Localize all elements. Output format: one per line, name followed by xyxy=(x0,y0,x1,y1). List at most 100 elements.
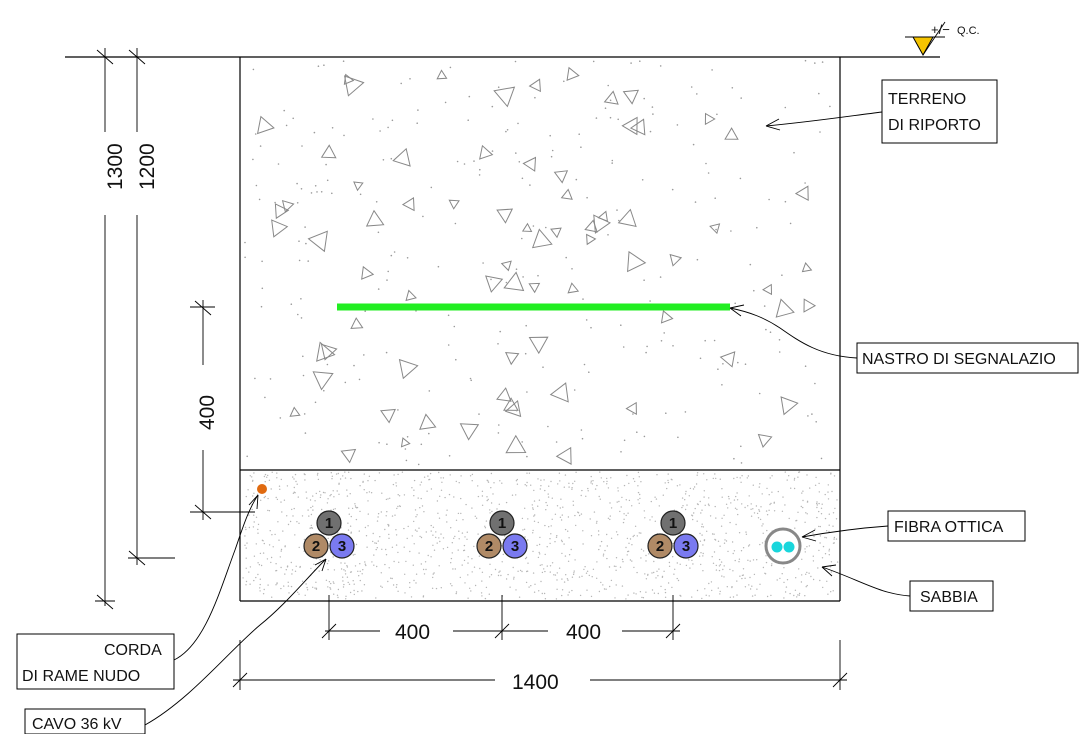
sand-grain xyxy=(800,505,802,508)
soil-grain xyxy=(814,62,816,64)
sand-grain xyxy=(779,577,781,580)
sand-grain xyxy=(727,495,730,498)
sand-grain xyxy=(521,570,523,573)
sand-grain xyxy=(801,558,803,560)
soil-grain xyxy=(498,424,500,426)
sand-grain xyxy=(765,555,767,557)
sand-grain xyxy=(364,526,367,529)
sand-grain xyxy=(255,576,257,579)
soil-aggregate xyxy=(419,413,437,430)
sand-grain xyxy=(292,476,294,478)
sand-grain xyxy=(798,568,800,570)
soil-grain xyxy=(323,389,325,392)
soil-grain xyxy=(678,258,681,261)
sand-grain xyxy=(253,472,255,474)
soil-aggregate xyxy=(724,127,739,140)
sand-grain xyxy=(286,515,288,517)
sand-grain xyxy=(344,471,346,473)
sand-grain xyxy=(833,475,836,477)
soil-grain xyxy=(616,209,618,211)
sand-grain xyxy=(636,535,638,537)
soil-grain xyxy=(323,64,325,66)
sand-grain xyxy=(581,575,583,577)
sand-grain xyxy=(540,479,542,481)
soil-grain xyxy=(375,201,378,203)
sand-grain xyxy=(352,580,354,582)
soil-grain xyxy=(358,378,361,381)
sand-grain xyxy=(270,561,272,564)
soil-aggregate xyxy=(479,144,494,160)
soil-grain xyxy=(525,324,527,327)
sand-grain xyxy=(387,580,389,583)
sand-grain xyxy=(503,535,506,537)
soil-grain xyxy=(821,61,824,63)
sand-grain xyxy=(786,579,789,581)
sand-grain xyxy=(747,505,749,507)
sand-grain xyxy=(771,563,773,565)
sand-grain xyxy=(343,569,345,571)
soil-aggregate xyxy=(320,144,337,159)
sand-grain xyxy=(431,587,434,589)
sand-grain xyxy=(664,482,666,484)
soil-grain xyxy=(573,389,576,391)
soil-grain xyxy=(314,185,317,187)
soil-grain xyxy=(643,435,646,438)
sand-grain xyxy=(460,512,462,515)
sand-grain xyxy=(347,522,349,524)
sand-grain xyxy=(693,512,695,514)
sand-grain xyxy=(543,479,545,481)
soil-grain xyxy=(704,339,706,342)
sand-grain xyxy=(802,506,804,509)
soil-grain xyxy=(307,260,310,262)
sand-grain xyxy=(269,530,271,532)
soil-grain xyxy=(482,262,484,264)
sand-grain xyxy=(766,487,768,490)
dimension-1300-label: 1300 xyxy=(104,143,127,190)
sand-grain xyxy=(415,573,418,575)
soil-grain xyxy=(563,80,565,83)
sand-grain xyxy=(701,534,703,536)
sand-grain xyxy=(578,514,581,517)
sand-grain xyxy=(333,593,335,595)
sand-grain xyxy=(481,580,483,582)
soil-aggregate xyxy=(436,69,448,80)
sand-grain xyxy=(794,527,796,529)
sand-grain xyxy=(391,515,394,517)
sand-grain xyxy=(827,498,830,500)
sand-grain xyxy=(590,475,592,478)
sand-grain xyxy=(637,485,639,487)
sand-grain xyxy=(572,500,574,502)
sand-grain xyxy=(306,586,308,589)
sand-grain xyxy=(344,477,347,479)
sand-grain xyxy=(784,504,786,506)
sand-grain xyxy=(524,536,526,538)
sand-grain xyxy=(626,474,628,477)
sand-grain xyxy=(271,534,273,536)
sand-grain xyxy=(819,579,821,582)
sand-grain xyxy=(413,495,415,497)
sand-grain xyxy=(488,593,490,595)
sand-grain xyxy=(714,505,716,508)
sand-grain xyxy=(734,559,736,562)
sand-grain xyxy=(761,493,763,495)
soil-grain xyxy=(521,237,523,240)
cable-phase-number: 2 xyxy=(656,538,664,555)
soil-grain xyxy=(479,168,481,171)
sand-grain xyxy=(747,475,750,477)
sand-grain xyxy=(709,515,712,517)
sand-grain xyxy=(800,581,803,583)
sand-grain xyxy=(358,530,360,532)
sand-grain xyxy=(715,517,717,519)
sand-grain xyxy=(346,489,348,491)
sand-grain xyxy=(818,549,820,552)
sand-grain xyxy=(418,552,420,554)
soil-grain xyxy=(769,331,772,334)
soil-grain xyxy=(578,133,580,135)
soil-grain xyxy=(406,257,409,259)
sand-grain xyxy=(332,508,335,511)
sand-grain xyxy=(700,512,702,514)
sand-grain xyxy=(641,596,643,599)
soil-aggregate xyxy=(531,228,553,249)
soil-grain xyxy=(696,93,698,95)
sand-grain xyxy=(812,555,814,557)
